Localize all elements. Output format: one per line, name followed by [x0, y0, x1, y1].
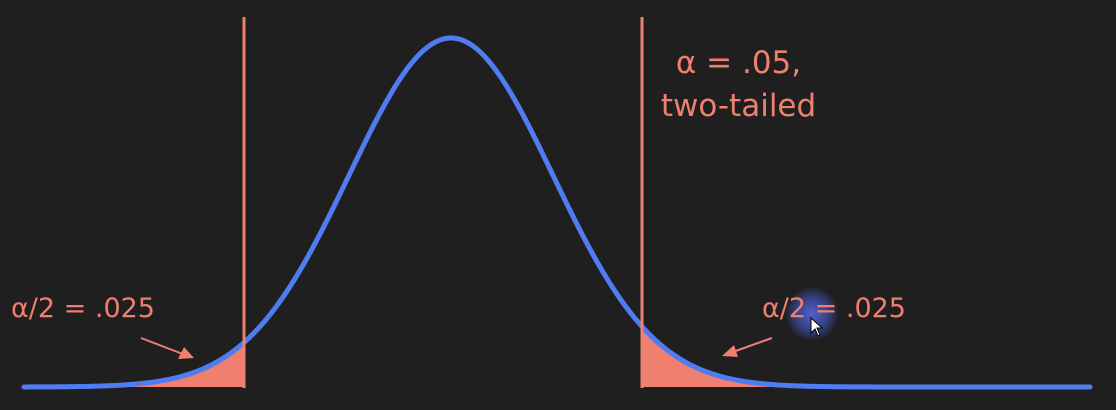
right-tail-label: α/2 = .025	[762, 293, 906, 324]
left-tail-arrowhead	[178, 347, 194, 359]
right-tail-region	[642, 326, 1000, 387]
mouse-pointer-icon	[810, 317, 824, 337]
tail-type-text: two-tailed	[660, 88, 817, 125]
alpha-value-text: α = .05,	[675, 45, 802, 81]
left-tail-label: α/2 = .025	[11, 293, 155, 324]
bell-curve	[21, 35, 1093, 390]
right-tail-arrowhead	[722, 345, 738, 357]
right-tail-arrow	[729, 337, 773, 354]
left-tail-arrow	[140, 337, 189, 357]
alpha-label: α = .05, two-tailed	[646, 42, 831, 129]
